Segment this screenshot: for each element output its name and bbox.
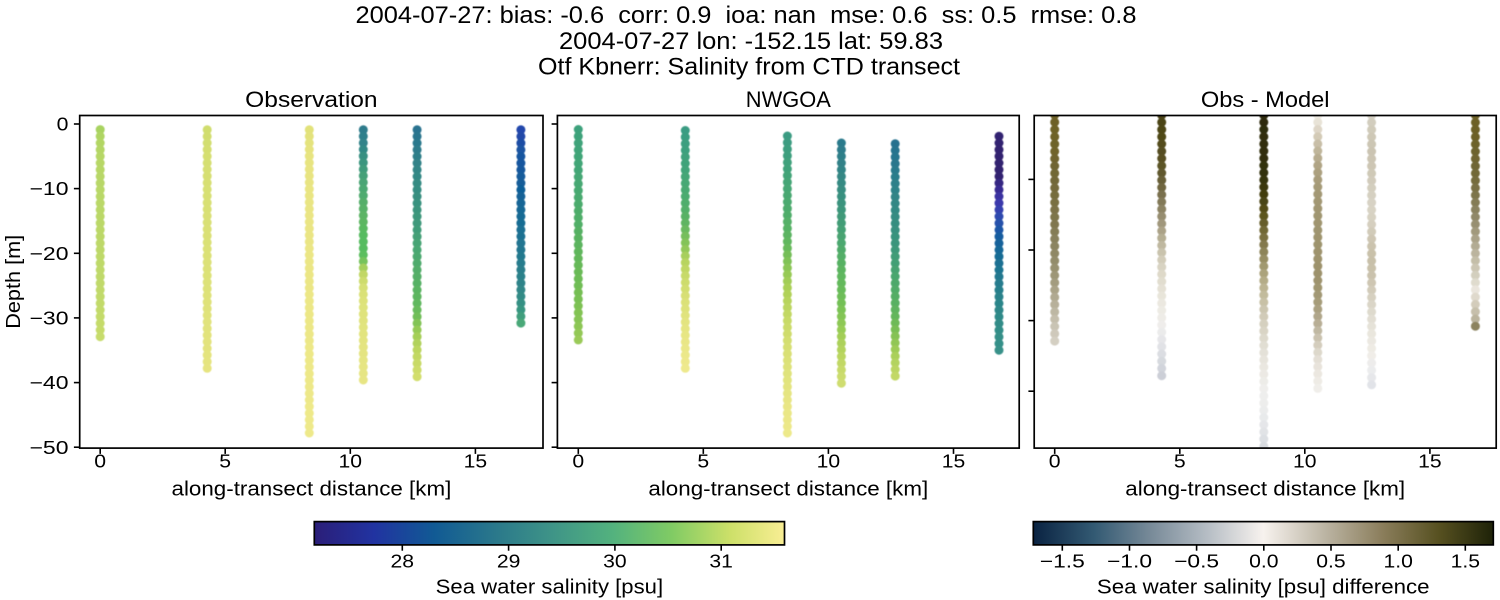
svg-text:28: 28	[391, 550, 415, 571]
svg-text:−50: −50	[30, 437, 69, 458]
svg-text:Obs - Model: Obs - Model	[1201, 87, 1330, 112]
svg-text:15: 15	[464, 451, 488, 472]
svg-text:1.5: 1.5	[1451, 550, 1480, 571]
svg-text:10: 10	[817, 451, 841, 472]
svg-text:Otf Kbnerr: Salinity from CTD: Otf Kbnerr: Salinity from CTD transect	[538, 53, 960, 80]
svg-text:0.0: 0.0	[1249, 550, 1278, 571]
svg-text:−30: −30	[30, 308, 69, 329]
svg-text:31: 31	[709, 550, 733, 571]
svg-text:10: 10	[1293, 451, 1317, 472]
svg-text:−20: −20	[30, 243, 69, 264]
svg-text:−1.5: −1.5	[1040, 550, 1085, 571]
svg-text:Sea water salinity [psu] diffe: Sea water salinity [psu] difference	[1097, 575, 1430, 598]
svg-text:0: 0	[57, 114, 69, 135]
svg-text:0: 0	[1049, 451, 1061, 472]
svg-text:Observation: Observation	[245, 87, 377, 112]
svg-text:along-transect distance [km]: along-transect distance [km]	[648, 477, 928, 500]
svg-text:−40: −40	[30, 372, 69, 393]
svg-text:0: 0	[94, 451, 106, 472]
svg-text:15: 15	[1418, 451, 1442, 472]
svg-text:Sea water salinity [psu]: Sea water salinity [psu]	[436, 575, 663, 598]
svg-text:−0.5: −0.5	[1174, 550, 1219, 571]
svg-text:along-transect distance [km]: along-transect distance [km]	[172, 477, 452, 500]
svg-text:along-transect distance [km]: along-transect distance [km]	[1125, 477, 1405, 500]
svg-text:29: 29	[497, 550, 521, 571]
svg-text:30: 30	[603, 550, 627, 571]
svg-text:1.0: 1.0	[1384, 550, 1413, 571]
svg-text:Depth [m]: Depth [m]	[2, 235, 25, 329]
svg-text:5: 5	[219, 451, 231, 472]
svg-text:5: 5	[1174, 451, 1186, 472]
svg-text:−10: −10	[30, 178, 69, 199]
svg-text:2004-07-27 lon: -152.15 lat: 5: 2004-07-27 lon: -152.15 lat: 59.83	[559, 28, 943, 55]
svg-text:0: 0	[572, 451, 584, 472]
svg-text:2004-07-27: bias: -0.6 corr:: 2004-07-27: bias: -0.6 corr: 0.9 ioa: na…	[356, 2, 1137, 29]
svg-text:10: 10	[339, 451, 363, 472]
svg-text:15: 15	[942, 451, 966, 472]
svg-text:NWGOA: NWGOA	[746, 87, 831, 112]
svg-text:0.5: 0.5	[1316, 550, 1345, 571]
svg-text:−1.0: −1.0	[1107, 550, 1152, 571]
svg-text:5: 5	[697, 451, 709, 472]
